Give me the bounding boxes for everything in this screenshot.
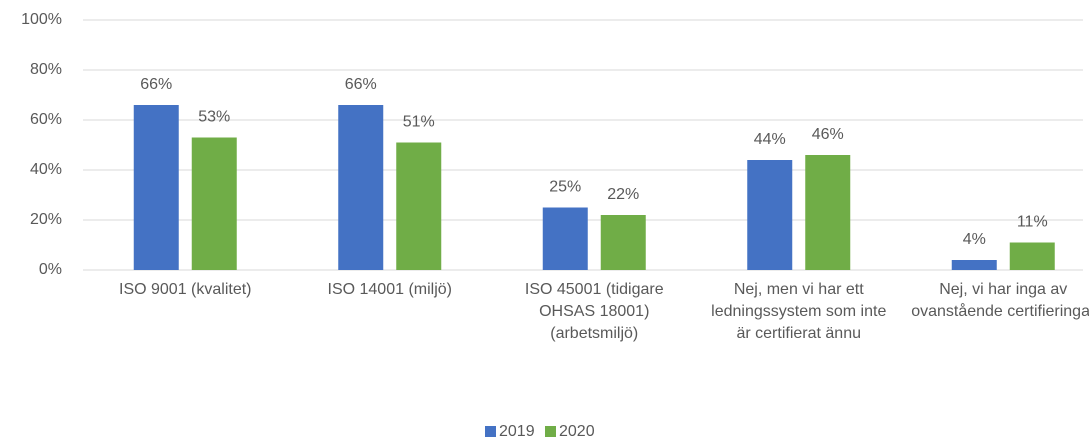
legend-swatch [485,426,496,437]
bar [396,142,442,270]
bar [1009,242,1055,270]
data-label: 66% [345,76,377,93]
x-tick-label: ISO 9001 (kvalitet) [119,281,252,298]
y-tick-label: 100% [21,11,62,28]
y-tick-label: 80% [30,61,62,78]
y-tick-label: 60% [30,111,62,128]
data-label: 22% [607,186,639,203]
data-label: 4% [963,231,986,248]
y-tick-label: 0% [39,261,62,278]
legend-label: 2019 [499,423,535,440]
bar [133,105,179,270]
bar [951,260,997,270]
bar [338,105,384,270]
data-label: 51% [403,114,435,131]
x-tick-label: Nej, men vi har ett ledningssystem som i… [711,281,887,342]
data-label: 11% [1017,214,1048,231]
x-tick-label: ISO 14001 (miljö) [327,281,453,298]
bar [542,207,588,270]
y-tick-label: 20% [30,211,62,228]
data-label: 44% [754,131,786,148]
bar [747,160,793,270]
data-label: 53% [198,109,230,126]
bar [805,155,851,270]
x-tick-label: ISO 45001 (tidigare OHSAS 18001) (arbets… [524,281,664,342]
bar [600,215,646,270]
x-tick-label: Nej, vi har inga av ovanstående certifie… [911,281,1089,320]
legend-swatch [545,426,556,437]
y-tick-label: 40% [30,161,62,178]
bar [191,137,237,270]
data-label: 66% [140,76,172,93]
data-label: 25% [549,179,581,196]
data-label: 46% [812,126,844,143]
legend-label: 2020 [559,423,595,440]
